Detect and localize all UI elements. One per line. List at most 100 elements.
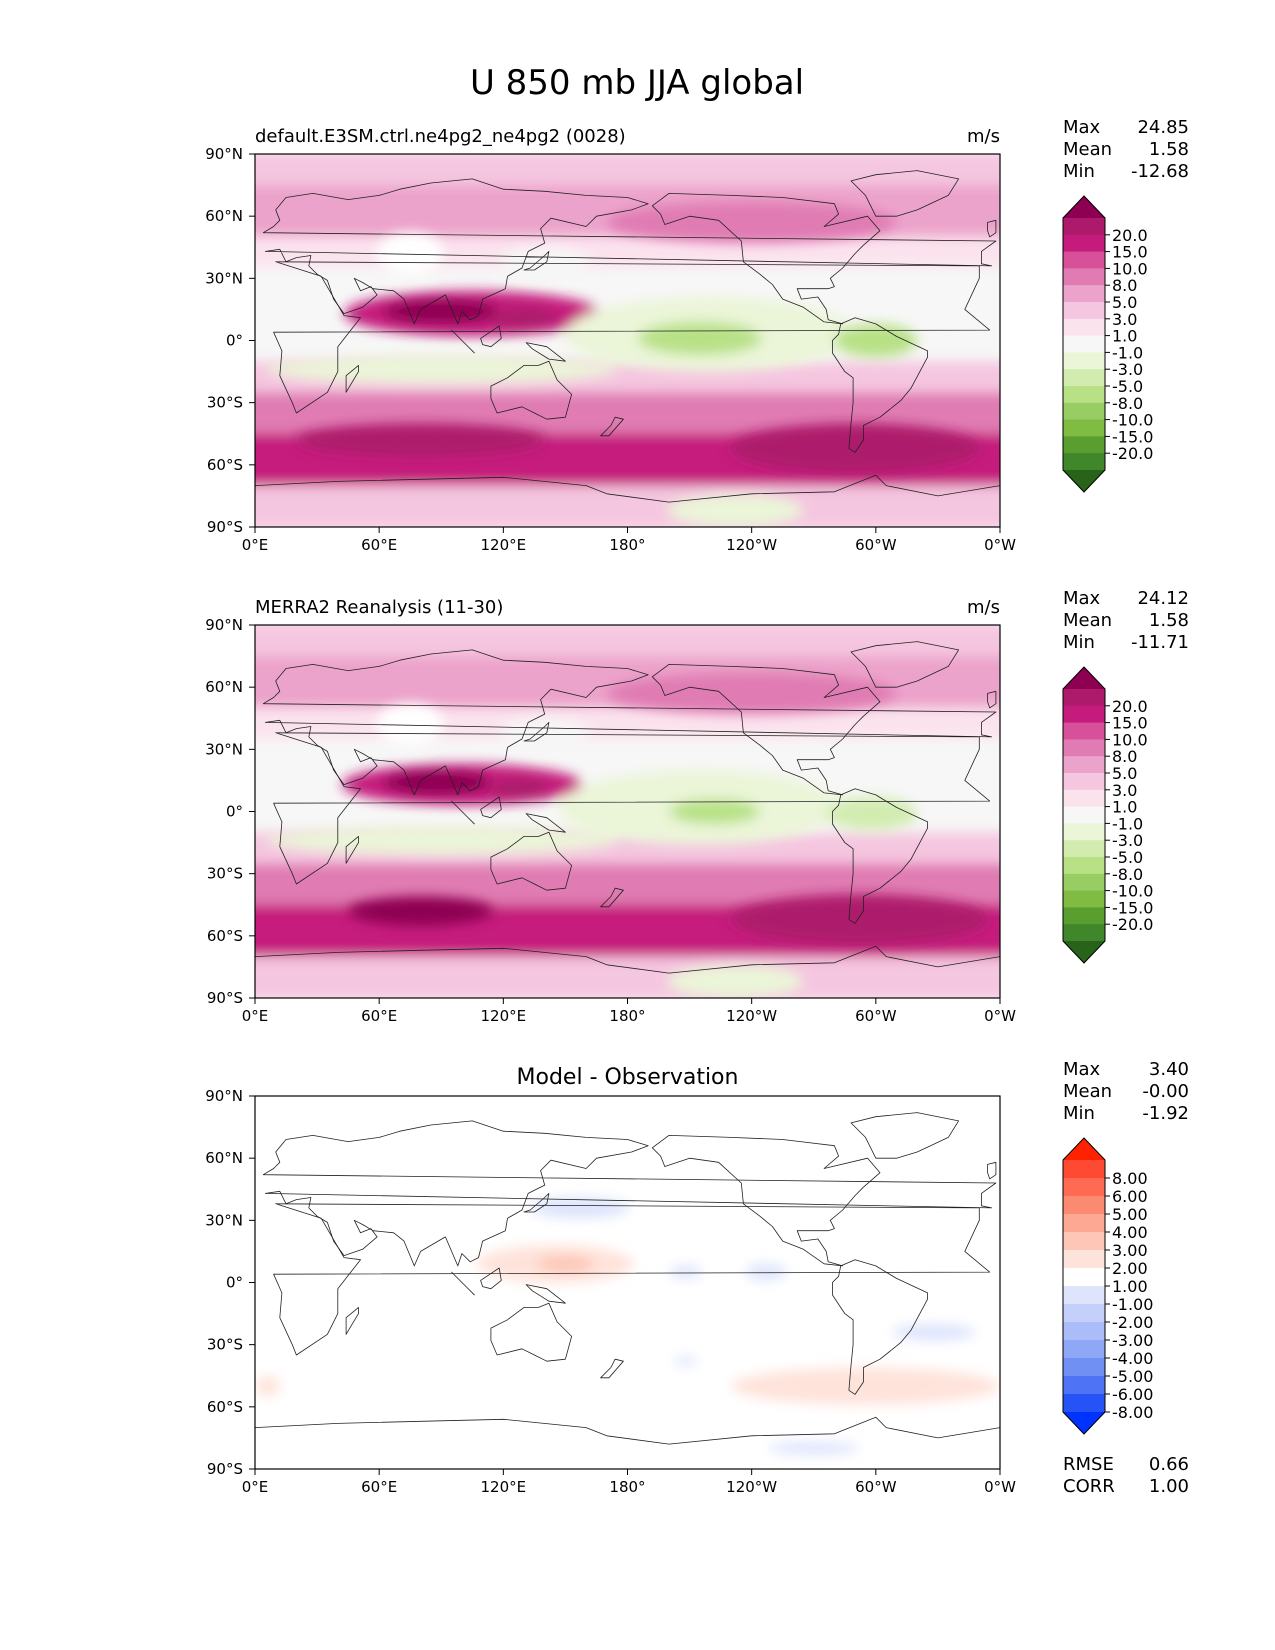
colorbar-label: 15.0 [1112, 243, 1148, 262]
y-tick-label: 60°N [205, 1149, 243, 1167]
coastline [480, 1267, 502, 1290]
colorbar-label: 1.00 [1112, 1277, 1148, 1296]
colorbar-label: 20.0 [1112, 697, 1148, 716]
x-tick-label: 120°W [726, 1478, 777, 1496]
field-anomaly [499, 718, 591, 748]
colorbar-segment [1063, 890, 1105, 908]
colorbar-segment [1063, 436, 1105, 454]
stat-label: Min [1063, 1103, 1095, 1124]
colorbar-label: 3.00 [1112, 1241, 1148, 1260]
coastline [345, 1307, 359, 1335]
x-tick-label: 180° [609, 536, 645, 554]
field-anomaly [730, 1367, 1000, 1405]
stat-label: Mean [1063, 139, 1112, 160]
coastline [451, 800, 475, 825]
coastline [523, 1193, 550, 1213]
colorbar-segment [1063, 1160, 1105, 1179]
colorbar-segment [1063, 335, 1105, 353]
panel-3: 0°E 60°E 120°E 180° 120°W 60°W 0°W 90°N 60°N 30°N… [205, 1059, 1189, 1497]
y-tick-label: 90°N [205, 145, 243, 163]
colorbar-label: -2.00 [1112, 1313, 1153, 1332]
y-tick-label: 90°N [205, 616, 243, 634]
coastline [600, 1358, 624, 1379]
coastline [987, 690, 997, 709]
field-layer [255, 625, 1000, 998]
zonal-band [255, 236, 1000, 268]
colorbar-label: 15.0 [1112, 714, 1148, 733]
colorbar-segment [1063, 773, 1105, 791]
colorbar-segment [1063, 234, 1105, 253]
colorbar-label: 4.00 [1112, 1223, 1148, 1242]
stat-label: Mean [1063, 610, 1112, 631]
field-anomaly [265, 826, 618, 856]
colorbar-segment [1063, 218, 1105, 236]
field-anomalies [255, 1197, 1000, 1455]
coastline [262, 178, 997, 325]
panel-units: m/s [967, 597, 1000, 618]
colorbar-label: 10.0 [1112, 259, 1148, 278]
colorbar-segment [1063, 386, 1105, 404]
colorbar-label: -4.00 [1112, 1349, 1153, 1368]
x-tick-label: 120°E [481, 1007, 527, 1025]
colorbar-label: -1.0 [1112, 814, 1143, 833]
stat-label: Min [1063, 632, 1095, 653]
field-anomaly [499, 247, 591, 277]
colorbar-segment [1063, 369, 1105, 387]
colorbar-segment [1063, 705, 1105, 724]
colorbar-segment [1063, 285, 1105, 303]
coastline [987, 219, 997, 238]
colorbar-label: 5.0 [1112, 293, 1137, 312]
zonal-band [255, 707, 1000, 739]
y-tick-label: 90°S [207, 518, 243, 536]
colorbar-label: 3.0 [1112, 310, 1137, 329]
colorbar-label: -20.0 [1112, 444, 1153, 463]
coastline [525, 342, 566, 362]
y-tick-label: 60°S [207, 1398, 243, 1416]
colorbar-segment [1063, 1286, 1105, 1305]
coastline [651, 192, 881, 325]
y-tick-label: 0° [226, 803, 243, 821]
x-tick-label: 60°E [361, 1478, 397, 1496]
colorbar-segment [1063, 806, 1105, 824]
y-tick-label: 0° [226, 332, 243, 350]
coastline [451, 329, 475, 354]
colorbar-segment [1063, 1214, 1105, 1233]
colorbar-segment [1063, 1250, 1105, 1269]
coastline [651, 664, 881, 796]
coastline [832, 317, 928, 453]
colorbar-label: 1.0 [1112, 327, 1137, 346]
coastline [262, 1120, 997, 1267]
coastline [255, 1416, 1000, 1469]
stat-label: Max [1063, 1059, 1101, 1080]
colorbar-segment [1063, 1358, 1105, 1377]
colorbar-segment [1063, 419, 1105, 437]
colorbar-label: -8.0 [1112, 394, 1143, 413]
x-tick-label: 120°E [481, 1478, 527, 1496]
coastline [523, 250, 550, 271]
panel-1: 0°E 60°E 120°E 180° 120°W 60°W 0°W 90°N 60°N 30°N… [205, 117, 1189, 554]
stat-value: 3.40 [1149, 1059, 1189, 1080]
stat-label: Min [1063, 161, 1095, 182]
coastline [850, 641, 959, 688]
field-anomalies [265, 201, 980, 527]
panel-title: default.E3SM.ctrl.ne4pg2_ne4pg2 (0028) [255, 126, 626, 147]
field-anomaly [668, 799, 760, 824]
colorbar-outline [1062, 195, 1106, 493]
stat-value: 1.58 [1149, 139, 1189, 160]
field-anomaly [377, 703, 444, 746]
colorbar-extend-min [1063, 470, 1105, 492]
field-anomaly [255, 1375, 280, 1397]
stat-value: 1.58 [1149, 610, 1189, 631]
colorbar-segment [1063, 453, 1105, 471]
field-anomaly [666, 493, 804, 527]
field-anomaly [606, 201, 897, 244]
stat-label: CORR [1063, 1476, 1115, 1497]
colorbar-segment [1063, 251, 1105, 269]
field-anomaly [296, 423, 545, 457]
colorbar-segment [1063, 318, 1105, 337]
colorbar-label: 2.00 [1112, 1259, 1148, 1278]
coastline [600, 416, 624, 437]
zonal-band [255, 956, 1000, 998]
